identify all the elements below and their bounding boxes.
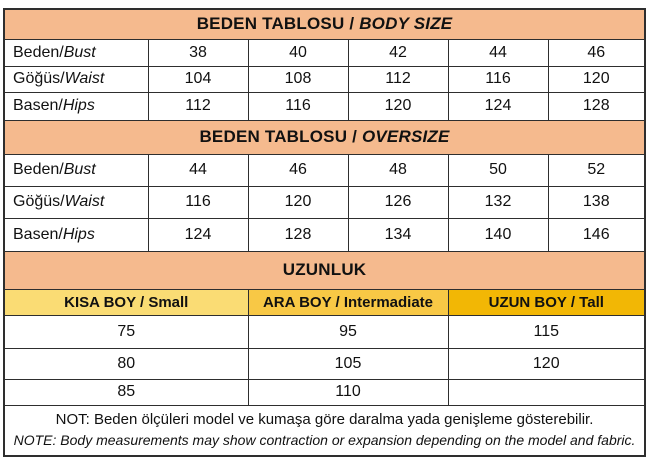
size-value-cell: 138: [547, 185, 646, 219]
body-size-header-row: BEDEN TABLOSU / BODY SIZE: [3, 8, 646, 40]
note-english: NOTE: Body measurements may show contrac…: [13, 431, 636, 448]
size-value-cell: 42: [347, 38, 449, 67]
length-value-cell: [447, 378, 646, 406]
table-row: 85 110: [3, 378, 646, 406]
size-value-cell: 128: [247, 217, 349, 252]
body-size-title-main: BEDEN TABLOSU /: [196, 14, 360, 34]
size-value-cell: 52: [547, 153, 646, 187]
table-row: Göğüs/Waist 116 120 126 132 138: [3, 185, 646, 219]
length-col-small-header: KISA BOY / Small: [3, 288, 249, 316]
table-row: 75 95 115: [3, 314, 646, 349]
length-value-cell: 75: [3, 314, 249, 349]
size-value-cell: 116: [147, 185, 249, 219]
length-col-tall-header: UZUN BOY / Tall: [447, 288, 646, 316]
size-value-cell: 46: [547, 38, 646, 67]
length-col-intermediate-header: ARA BOY / Intermadiate: [247, 288, 449, 316]
length-header-row: UZUNLUK: [3, 250, 646, 290]
size-value-cell: 38: [147, 38, 249, 67]
row-label: Basen/Hips: [3, 217, 149, 252]
size-value-cell: 124: [147, 217, 249, 252]
size-value-cell: 50: [447, 153, 549, 187]
length-value-cell: 115: [447, 314, 646, 349]
size-value-cell: 146: [547, 217, 646, 252]
body-size-title: BEDEN TABLOSU / BODY SIZE: [3, 8, 646, 40]
row-label: Beden/Bust: [3, 38, 149, 67]
size-value-cell: 112: [147, 91, 249, 121]
row-label: Beden/Bust: [3, 153, 149, 187]
table-row: 80 105 120: [3, 347, 646, 380]
size-value-cell: 40: [247, 38, 349, 67]
table-row: Beden/Bust 38 40 42 44 46: [3, 38, 646, 67]
note-turkish: NOT: Beden ölçüleri model ve kumaşa göre…: [55, 410, 594, 428]
size-value-cell: 48: [347, 153, 449, 187]
size-value-cell: 124: [447, 91, 549, 121]
size-value-cell: 120: [347, 91, 449, 121]
size-value-cell: 108: [247, 65, 349, 93]
body-size-title-italic: BODY SIZE: [359, 14, 453, 34]
size-value-cell: 120: [247, 185, 349, 219]
table-row: Beden/Bust 44 46 48 50 52: [3, 153, 646, 187]
size-value-cell: 120: [547, 65, 646, 93]
length-value-cell: 80: [3, 347, 249, 380]
size-value-cell: 116: [447, 65, 549, 93]
length-title: UZUNLUK: [3, 250, 646, 290]
size-value-cell: 46: [247, 153, 349, 187]
length-value-cell: 110: [247, 378, 449, 406]
row-label: Göğüs/Waist: [3, 65, 149, 93]
footnote-cell: NOT: Beden ölçüleri model ve kumaşa göre…: [3, 404, 646, 456]
table-row: Basen/Hips 124 128 134 140 146: [3, 217, 646, 252]
oversize-title-main: BEDEN TABLOSU /: [199, 127, 362, 146]
size-value-cell: 128: [547, 91, 646, 121]
length-value-cell: 120: [447, 347, 646, 380]
size-value-cell: 44: [147, 153, 249, 187]
size-value-cell: 134: [347, 217, 449, 252]
size-chart-table: BEDEN TABLOSU / BODY SIZE Beden/Bust 38 …: [3, 8, 647, 457]
footnote-row: NOT: Beden ölçüleri model ve kumaşa göre…: [3, 404, 646, 456]
size-value-cell: 116: [247, 91, 349, 121]
size-value-cell: 126: [347, 185, 449, 219]
oversize-header-row: BEDEN TABLOSU / OVERSIZE: [3, 119, 646, 155]
size-value-cell: 44: [447, 38, 549, 67]
oversize-title: BEDEN TABLOSU / OVERSIZE: [3, 119, 646, 155]
length-value-cell: 105: [247, 347, 449, 380]
length-columns-row: KISA BOY / Small ARA BOY / Intermadiate …: [3, 288, 646, 316]
row-label: Basen/Hips: [3, 91, 149, 121]
oversize-title-italic: OVERSIZE: [361, 127, 450, 146]
length-value-cell: 95: [247, 314, 449, 349]
size-value-cell: 132: [447, 185, 549, 219]
table-row: Basen/Hips 112 116 120 124 128: [3, 91, 646, 121]
size-value-cell: 104: [147, 65, 249, 93]
row-label: Göğüs/Waist: [3, 185, 149, 219]
table-row: Göğüs/Waist 104 108 112 116 120: [3, 65, 646, 93]
size-value-cell: 140: [447, 217, 549, 252]
length-value-cell: 85: [3, 378, 249, 406]
size-value-cell: 112: [347, 65, 449, 93]
